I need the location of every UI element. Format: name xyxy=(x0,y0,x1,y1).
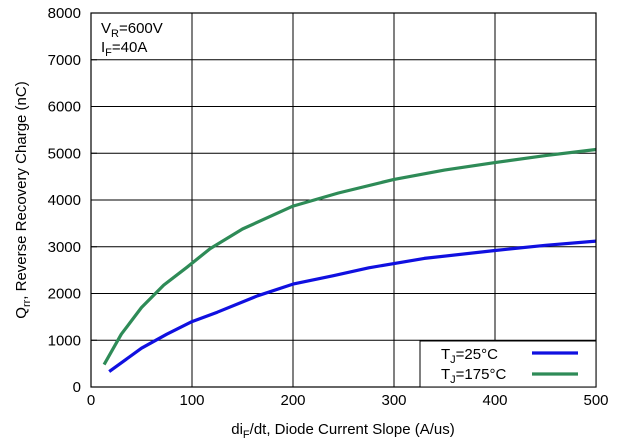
x-tick-label: 500 xyxy=(583,392,608,409)
y-tick-label: 0 xyxy=(73,379,81,396)
x-tick-label: 400 xyxy=(482,392,507,409)
x-tick-label: 0 xyxy=(87,392,95,409)
y-tick-label: 4000 xyxy=(48,192,81,209)
x-tick-label: 300 xyxy=(381,392,406,409)
y-axis-label: Qrr, Reverse Recovery Charge (nC) xyxy=(13,81,33,318)
annotation-if: IF=40A xyxy=(101,39,147,59)
x-axis-label: diF/dt, Diode Current Slope (A/us) xyxy=(231,421,455,441)
series-line-tj-25c xyxy=(108,239,597,373)
y-tick-label: 1000 xyxy=(48,332,81,349)
y-tick-label: 6000 xyxy=(48,99,81,116)
legend-label-175c: TJ=175°C xyxy=(441,366,506,386)
y-tick-label: 7000 xyxy=(48,52,81,69)
series-line-tj-175c xyxy=(102,147,597,366)
x-tick-label: 100 xyxy=(179,392,204,409)
x-tick-label: 200 xyxy=(280,392,305,409)
grid xyxy=(91,13,596,387)
legend-box xyxy=(419,340,597,388)
legend-label-25c: TJ=25°C xyxy=(441,346,498,366)
y-tick-label: 8000 xyxy=(48,5,81,22)
y-tick-label: 5000 xyxy=(48,145,81,162)
annotation-vr: VR=600V xyxy=(101,20,163,40)
legend: TJ=25°C TJ=175°C xyxy=(419,340,597,388)
y-tick-label: 3000 xyxy=(48,239,81,256)
y-tick-label: 2000 xyxy=(48,286,81,303)
series-layer xyxy=(102,147,597,373)
